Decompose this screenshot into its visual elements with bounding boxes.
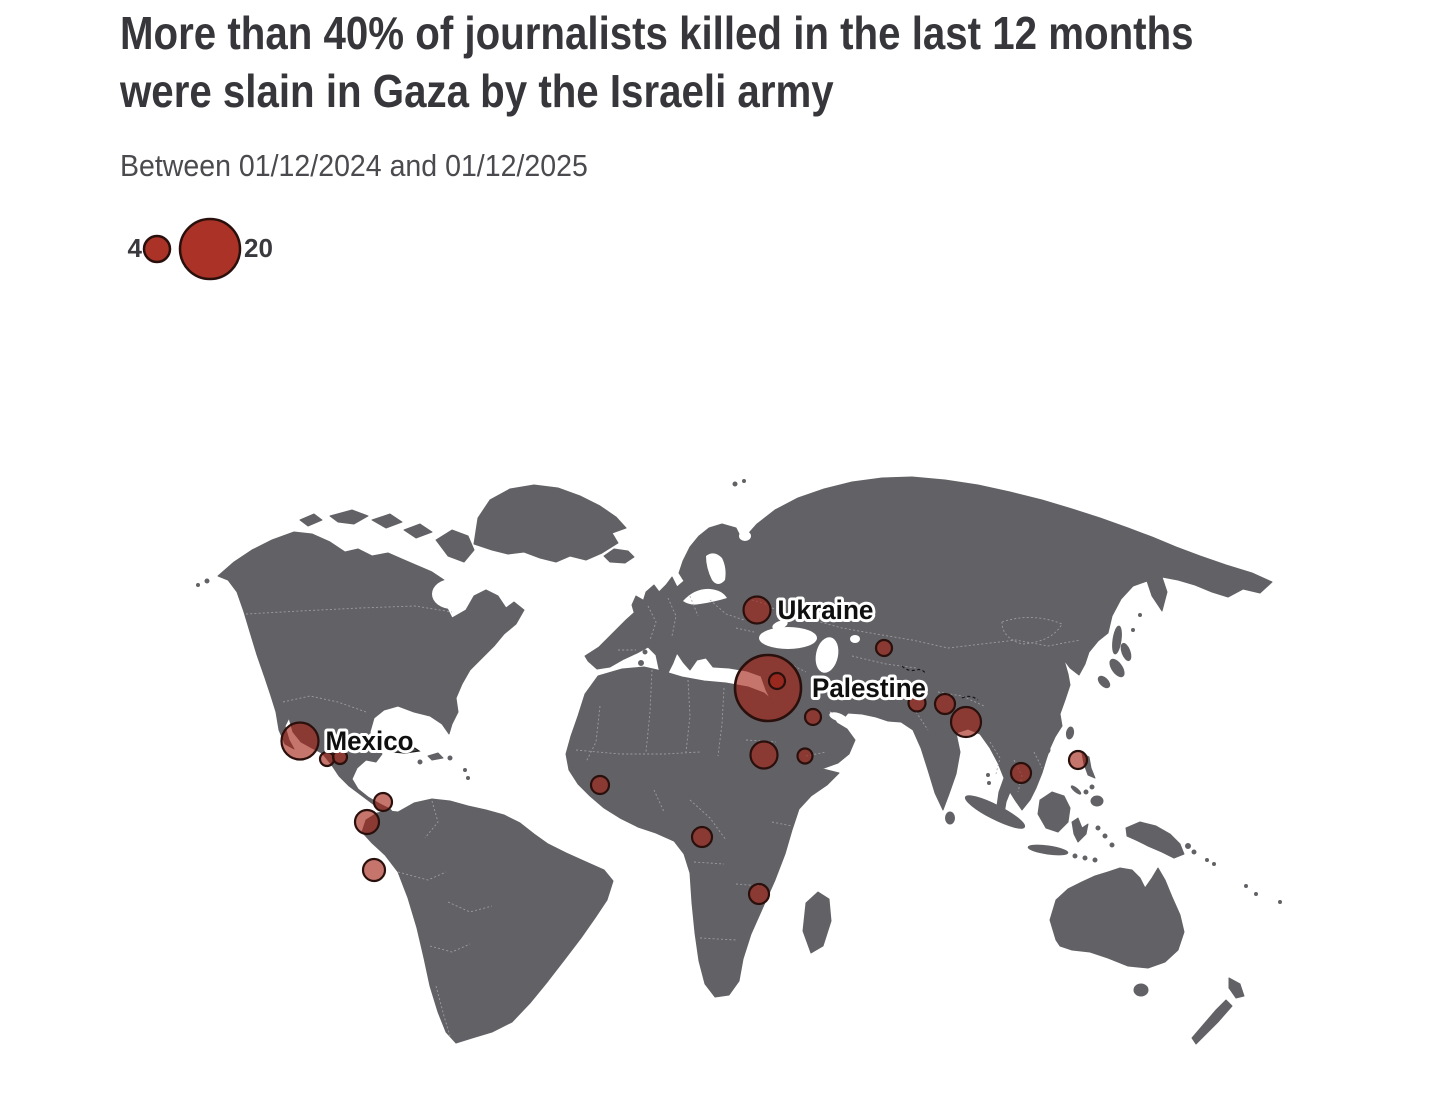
bubble-iraq[interactable] <box>803 707 823 727</box>
continents-layer <box>196 476 1282 1045</box>
bubble-ecuador[interactable] <box>353 808 381 836</box>
bubble-congo[interactable] <box>690 825 714 849</box>
seas-layer <box>432 531 860 722</box>
bubble-mexico[interactable] <box>280 721 320 761</box>
cuba <box>386 744 421 754</box>
bubble-sudan[interactable] <box>749 740 779 770</box>
map-label-palestine: Palestine <box>812 673 926 703</box>
bubble-guinea[interactable] <box>589 774 611 796</box>
greenland <box>473 484 627 563</box>
bubble-kyrgyzstan[interactable] <box>874 638 894 658</box>
new-guinea <box>1125 821 1185 859</box>
page-title-line1: More than 40% of journalists killed in t… <box>120 7 1194 59</box>
bubble-palestine[interactable] <box>733 653 803 723</box>
disputed-borders <box>901 665 979 701</box>
map-label-ukraine: Ukraine <box>778 595 874 625</box>
south-america <box>361 798 614 1044</box>
size-legend: 4 20 <box>128 217 273 281</box>
arctic-islands <box>299 509 475 563</box>
page-title-line2: were slain in Gaza by the Israeli army <box>120 65 834 118</box>
bubble-mozambique[interactable] <box>747 882 771 906</box>
bubble-pakistan[interactable] <box>907 693 927 713</box>
legend-small-value: 4 <box>128 233 143 263</box>
legend-small-circle <box>142 234 172 264</box>
bubble-honduras[interactable] <box>331 748 349 766</box>
bubble-bangladesh[interactable] <box>949 705 983 739</box>
bubble-lebanon[interactable] <box>767 671 787 691</box>
north-america <box>217 531 525 817</box>
new-zealand <box>1191 977 1245 1045</box>
australia <box>1049 867 1185 969</box>
bubble-yemen[interactable] <box>796 747 814 765</box>
ireland <box>631 595 644 613</box>
bubble-ukraine[interactable] <box>742 595 772 625</box>
page-title: More than 40% of journalists killed in t… <box>120 4 1432 121</box>
bubble-colombia[interactable] <box>372 791 394 813</box>
bubble-india[interactable] <box>933 692 957 716</box>
borneo <box>1037 791 1071 833</box>
sulawesi <box>1071 817 1089 843</box>
iceland <box>603 548 635 564</box>
legend-large-value: 20 <box>244 233 273 263</box>
map-label-mexico: Mexico <box>326 726 414 756</box>
bubbles-layer <box>280 595 1089 906</box>
country-borders-layer <box>245 595 1081 1037</box>
date-range-subtitle: Between 01/12/2024 and 01/12/2025 <box>120 148 588 183</box>
hispaniola <box>427 752 444 761</box>
legend-large-circle <box>178 217 242 281</box>
map-labels-layer: Palestine Ukraine Mexico <box>323 592 930 759</box>
bubble-peru[interactable] <box>361 857 387 883</box>
bubble-cambodia[interactable] <box>1009 761 1033 785</box>
madagascar <box>802 891 832 954</box>
bubble-philippines[interactable] <box>1067 749 1089 771</box>
